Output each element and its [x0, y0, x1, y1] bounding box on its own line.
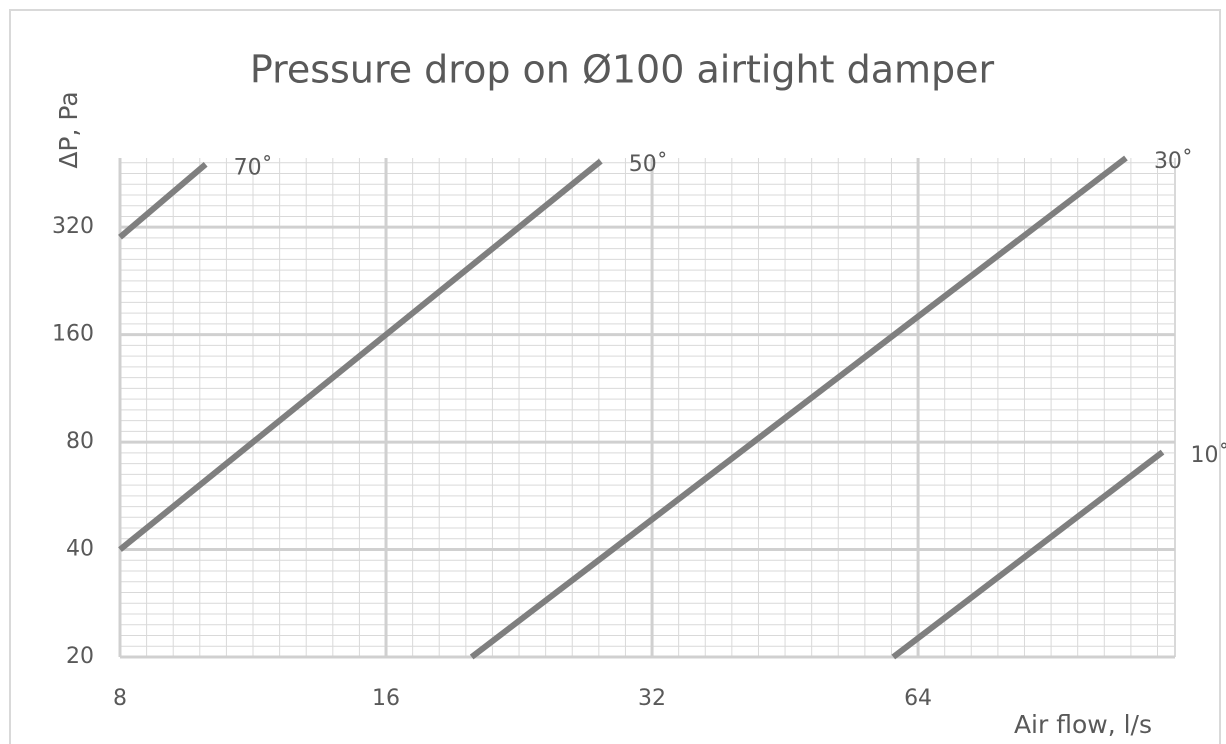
y-tick-label: 160 — [52, 322, 94, 347]
y-tick-label: 80 — [66, 429, 94, 454]
series-line — [891, 449, 1165, 660]
series-line — [469, 155, 1128, 660]
series-label: 10˚ — [1191, 443, 1226, 468]
series-label: 50˚ — [629, 152, 668, 177]
x-tick-label: 8 — [113, 686, 127, 711]
series-label: 30˚ — [1154, 149, 1193, 174]
y-tick-label: 320 — [52, 214, 94, 239]
chart-title: Pressure drop on Ø100 airtight damper — [250, 48, 995, 92]
chart-border — [9, 9, 1221, 744]
series-line — [118, 162, 208, 240]
x-tick-label: 32 — [638, 686, 666, 711]
y-tick-label: 20 — [66, 644, 94, 669]
x-tick-label: 64 — [904, 686, 932, 711]
series-line — [118, 158, 603, 552]
y-tick-label: 40 — [66, 537, 94, 562]
series-label: 70˚ — [234, 155, 273, 180]
x-axis-label: Air flow, l/s — [1014, 710, 1152, 739]
x-tick-label: 16 — [372, 686, 400, 711]
y-axis-label: ΔP, Pa — [54, 91, 83, 168]
